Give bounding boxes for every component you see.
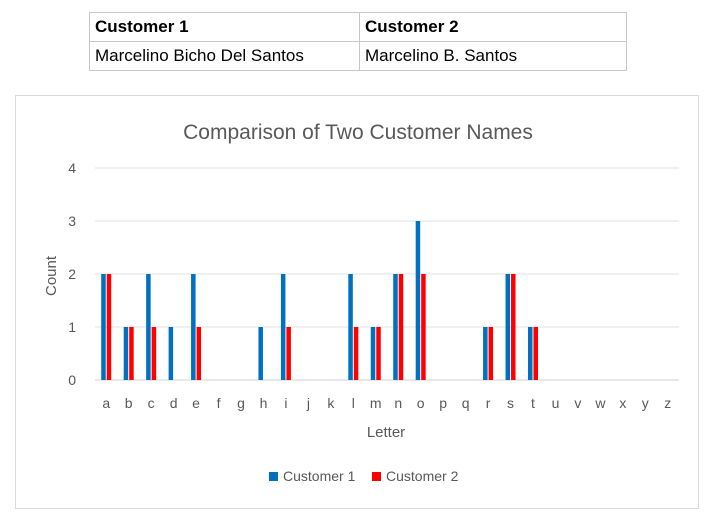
bar-customer-2-m xyxy=(376,327,381,380)
y-axis-label: Count xyxy=(43,255,60,296)
x-tick-label: e xyxy=(192,395,200,411)
bar-customer-2-l xyxy=(353,327,359,380)
chart-area: Comparison of Two Customer Names 0 1 2 3 4 a… xyxy=(15,95,699,509)
x-tick-label: h xyxy=(260,395,268,411)
bar-customer-1-d xyxy=(168,327,174,380)
customer-2-name-cell: Marcelino B. Santos xyxy=(359,41,627,71)
bar-customer-2-b xyxy=(129,327,134,380)
bar-customer-2-t xyxy=(533,327,538,380)
bar-customer-2-c xyxy=(151,327,157,380)
table-header-row: Customer 1 Customer 2 xyxy=(89,12,627,42)
chart-title: Comparison of Two Customer Names xyxy=(183,121,533,144)
x-tick-label: f xyxy=(217,395,221,411)
bar-customer-1-i xyxy=(280,274,286,380)
x-tick-label: s xyxy=(507,395,514,411)
x-tick-label: b xyxy=(125,395,133,411)
bar-customer-2-e xyxy=(196,327,202,380)
header-customer-1: Customer 1 xyxy=(89,12,360,42)
x-tick-label: y xyxy=(642,395,649,411)
x-axis-label: Letter xyxy=(367,424,405,441)
bar-customer-1-e xyxy=(191,274,196,380)
x-tick-label: t xyxy=(531,395,535,411)
x-tick-label: i xyxy=(284,395,287,411)
x-tick-label: n xyxy=(394,395,402,411)
bar-customer-2-n xyxy=(398,274,404,380)
y-tick-label: 2 xyxy=(68,266,76,282)
x-tick-label: c xyxy=(148,395,155,411)
y-tick-label: 3 xyxy=(68,213,76,229)
bar-customer-1-s xyxy=(505,274,511,380)
x-tick-label: v xyxy=(574,395,581,411)
bar-customer-1-o xyxy=(415,221,421,380)
x-tick-label: m xyxy=(370,395,382,411)
x-tick-label: r xyxy=(486,395,491,411)
y-axis-ticks: 0 1 2 3 4 xyxy=(68,160,76,388)
header-customer-2: Customer 2 xyxy=(359,12,627,42)
x-tick-label: p xyxy=(439,395,447,411)
bars xyxy=(101,221,538,380)
x-tick-label: z xyxy=(664,395,671,411)
y-tick-label: 1 xyxy=(68,319,76,335)
bar-customer-1-t xyxy=(528,327,533,380)
x-tick-label: o xyxy=(417,395,425,411)
x-tick-label: g xyxy=(237,395,245,411)
bar-customer-2-r xyxy=(488,327,494,380)
bar-customer-1-b xyxy=(123,327,129,380)
gridlines xyxy=(95,167,679,381)
y-tick-label: 0 xyxy=(68,372,76,388)
x-tick-label: q xyxy=(462,395,470,411)
customer-1-name-cell: Marcelino Bicho Del Santos xyxy=(89,41,360,71)
bar-customer-1-m xyxy=(370,327,376,380)
legend: Customer 1 Customer 2 xyxy=(269,468,459,484)
bar-customer-2-o xyxy=(421,274,426,380)
bar-customer-2-a xyxy=(106,274,112,380)
bar-customer-1-c xyxy=(146,274,151,380)
legend-label: Customer 2 xyxy=(386,468,459,484)
x-tick-label: w xyxy=(594,395,606,411)
x-tick-label: j xyxy=(306,395,310,411)
x-tick-label: k xyxy=(327,395,335,411)
legend-swatch xyxy=(269,472,278,481)
x-tick-label: a xyxy=(102,395,110,411)
bar-customer-1-h xyxy=(258,327,263,380)
bar-customer-1-r xyxy=(483,327,488,380)
bar-customer-2-i xyxy=(286,327,291,380)
legend-label: Customer 1 xyxy=(283,468,356,484)
x-tick-label: x xyxy=(619,395,626,411)
bar-customer-1-a xyxy=(101,274,106,380)
x-tick-label: l xyxy=(352,395,355,411)
y-tick-label: 4 xyxy=(68,160,76,176)
bar-customer-2-s xyxy=(511,274,516,380)
bar-customer-1-n xyxy=(393,274,398,380)
table-row: Marcelino Bicho Del Santos Marcelino B. … xyxy=(89,41,627,71)
bar-chart: Comparison of Two Customer Names 0 1 2 3 4 a… xyxy=(43,121,679,484)
legend-swatch xyxy=(372,472,381,481)
bar-customer-1-l xyxy=(348,274,353,380)
customer-names-table: Customer 1 Customer 2 Marcelino Bicho De… xyxy=(89,12,627,71)
x-tick-label: u xyxy=(552,395,560,411)
x-tick-label: d xyxy=(170,395,178,411)
